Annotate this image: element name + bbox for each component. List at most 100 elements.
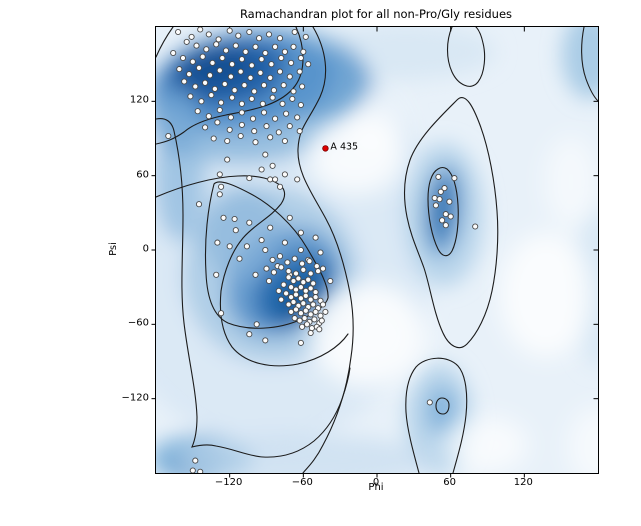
- data-point: [238, 100, 245, 107]
- data-point: [242, 48, 249, 55]
- data-point: [281, 239, 288, 246]
- data-point: [276, 68, 284, 75]
- data-point: [227, 114, 234, 121]
- plot-area[interactable]: A 435: [151, 26, 599, 478]
- data-point: [216, 171, 223, 178]
- data-point: [276, 253, 284, 260]
- data-point: [224, 156, 231, 163]
- data-point: [258, 166, 265, 173]
- data-point: [237, 68, 244, 75]
- data-point: [322, 308, 329, 315]
- data-point: [198, 98, 205, 105]
- data-point: [260, 82, 268, 89]
- data-point: [297, 295, 304, 302]
- ramachandran-plot-canvas[interactable]: A 435: [151, 27, 598, 478]
- data-point: [296, 317, 303, 324]
- data-point: [235, 32, 242, 39]
- data-point: [297, 284, 304, 291]
- data-point: [276, 183, 284, 190]
- data-point: [209, 59, 216, 66]
- data-point: [300, 300, 307, 307]
- data-point: [258, 237, 265, 244]
- contour-line: [156, 175, 349, 367]
- data-point: [302, 307, 309, 314]
- data-point: [252, 139, 259, 146]
- data-point: [302, 287, 309, 294]
- data-point: [283, 290, 290, 297]
- density-blob: [201, 184, 281, 280]
- data-point: [301, 315, 308, 322]
- data-point: [303, 321, 311, 328]
- contour-line: [446, 27, 486, 87]
- data-point: [442, 222, 449, 229]
- data-point: [267, 74, 274, 81]
- data-point: [246, 219, 253, 226]
- data-point: [290, 277, 297, 285]
- data-point: [218, 183, 225, 190]
- data-point: [313, 263, 320, 270]
- data-point: [278, 54, 285, 62]
- white-patch: [568, 407, 598, 473]
- data-point: [199, 53, 206, 60]
- data-point: [179, 54, 187, 62]
- data-point: [278, 296, 285, 303]
- data-point: [289, 95, 296, 102]
- data-point: [197, 27, 204, 33]
- contour-line: [427, 166, 459, 257]
- data-point: [211, 85, 218, 92]
- data-point: [267, 224, 274, 231]
- data-point: [269, 162, 276, 169]
- data-point: [262, 246, 269, 254]
- data-point: [281, 171, 288, 178]
- data-point: [319, 265, 327, 272]
- data-point: [288, 294, 295, 301]
- data-point: [226, 27, 233, 34]
- data-point: [202, 79, 209, 86]
- data-point: [432, 202, 439, 209]
- data-point: [312, 294, 319, 301]
- data-point: [231, 215, 238, 223]
- data-point: [170, 49, 177, 57]
- data-point: [292, 286, 300, 293]
- data-point: [263, 265, 270, 272]
- x-axis-label: Phi: [368, 482, 384, 493]
- data-point: [285, 274, 292, 281]
- data-point: [210, 135, 217, 142]
- data-point: [269, 94, 276, 101]
- data-point: [248, 95, 255, 102]
- data-point: [288, 308, 295, 315]
- data-point: [270, 269, 277, 276]
- data-point: [189, 467, 196, 473]
- data-point: [297, 339, 304, 346]
- data-point: [307, 329, 314, 337]
- data-point: [315, 268, 322, 275]
- y-tick-label: 0: [142, 243, 149, 255]
- data-point: [310, 301, 317, 308]
- data-point: [439, 217, 446, 224]
- data-point: [246, 331, 253, 338]
- data-point: [259, 100, 266, 107]
- data-point: [284, 259, 291, 266]
- data-point: [253, 321, 260, 328]
- data-point: [186, 71, 193, 78]
- white-patch: [500, 233, 592, 357]
- data-point: [175, 28, 182, 36]
- data-point: [238, 121, 245, 128]
- data-point: [268, 61, 275, 68]
- contour-line: [435, 397, 450, 415]
- data-point: [441, 185, 448, 192]
- data-point: [227, 73, 234, 80]
- data-point: [267, 176, 274, 183]
- highlight-point[interactable]: [322, 145, 329, 152]
- data-point: [214, 119, 221, 126]
- data-point: [218, 310, 225, 317]
- data-point: [216, 67, 223, 74]
- data-point: [317, 249, 324, 256]
- data-point: [300, 279, 307, 286]
- data-point: [279, 100, 286, 107]
- data-point: [299, 323, 306, 330]
- y-tick-label: −120: [121, 392, 149, 404]
- data-point: [202, 124, 209, 131]
- data-point: [193, 42, 200, 49]
- data-point: [286, 123, 293, 130]
